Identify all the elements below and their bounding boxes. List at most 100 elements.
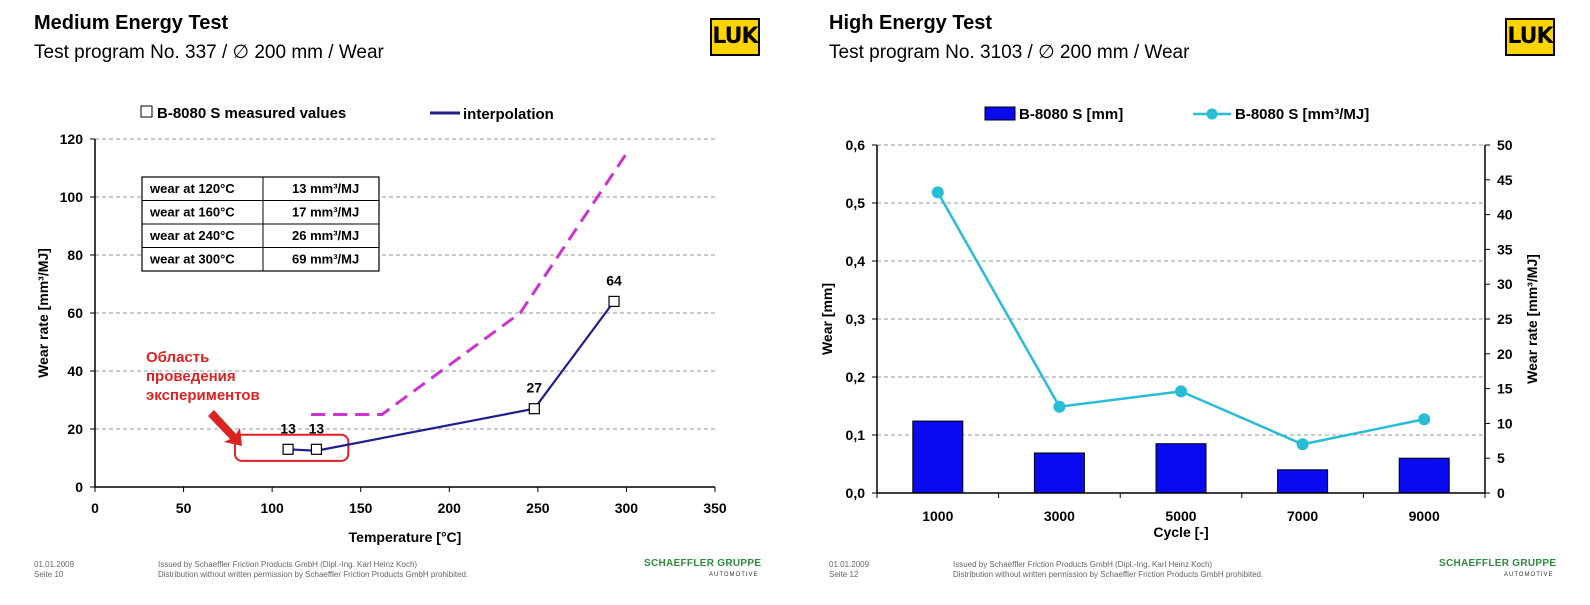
table-cell-value: 13 mm³/MJ — [292, 181, 359, 196]
arrow-icon — [208, 410, 242, 446]
x-tick-label: 350 — [703, 500, 727, 516]
wear-rate-point — [1296, 438, 1309, 451]
y-tick-label: 80 — [67, 247, 83, 263]
y2-tick-label: 40 — [1497, 207, 1513, 223]
data-label: 27 — [527, 380, 543, 396]
experiment-area-box — [233, 433, 350, 462]
x-tick-label: 7000 — [1287, 508, 1318, 524]
data-label: 64 — [606, 272, 622, 288]
y-tick-label: 0,3 — [846, 311, 866, 327]
luk-logo: LUK — [1505, 18, 1555, 56]
footer-page: Seite 10 — [34, 570, 64, 579]
bar — [912, 420, 964, 494]
x-tick-label: 1000 — [922, 508, 953, 524]
y-tick-label: 0,4 — [846, 253, 866, 269]
measured-point — [608, 295, 620, 307]
page-title: Medium Energy Test — [34, 12, 229, 34]
x-tick-label: 200 — [438, 500, 462, 516]
footer-distribution: Distribution without written permission … — [953, 570, 1264, 579]
brand-name: SCHAEFFLER GRUPPE — [1439, 558, 1557, 569]
x-tick-label: 250 — [526, 500, 550, 516]
x-tick-label: 100 — [260, 500, 284, 516]
y2-tick-label: 35 — [1497, 241, 1513, 257]
y-tick-label: 100 — [60, 189, 84, 205]
legend-label-measured: B-8080 S measured values — [157, 105, 346, 122]
legend-marker-bar — [984, 106, 1016, 121]
table-cell-value: 69 mm³/MJ — [292, 252, 359, 267]
data-label: 13 — [309, 420, 325, 436]
measured-point — [282, 443, 294, 455]
y-axis-label: Wear [mm] — [819, 283, 835, 355]
x-tick-label: 50 — [176, 500, 192, 516]
y2-tick-label: 50 — [1497, 137, 1513, 153]
footer-distribution: Distribution without written permission … — [158, 570, 469, 579]
legend-label-bar: B-8080 S [mm] — [1019, 106, 1123, 123]
y-tick-label: 0 — [75, 479, 83, 495]
wear-rate-point — [1418, 413, 1431, 426]
y-tick-label: 60 — [67, 305, 83, 321]
x-tick-label: 3000 — [1044, 508, 1075, 524]
y2-tick-label: 25 — [1497, 311, 1513, 327]
wear-cycle-chart: 0,0 0,1 0,2 0,3 0,4 0,5 0,6 0 5 10 15 20 25 30 35 40 45 5… — [819, 106, 1540, 540]
table-cell-label: wear at 300°C — [149, 252, 235, 267]
y2-axis-label: Wear rate [mm³/MJ] — [1524, 254, 1540, 384]
footer-date: 01.01.2009 — [829, 560, 870, 569]
luk-logo: LUK — [710, 18, 760, 56]
footer-date: 01.01.2009 — [34, 560, 75, 569]
y-tick-label: 0,5 — [846, 195, 866, 211]
bar — [1155, 443, 1207, 494]
page-subtitle: Test program No. 3103 / ∅ 200 mm / Wear — [829, 42, 1190, 63]
x-tick-label: 9000 — [1409, 508, 1440, 524]
y-tick-label: 0,1 — [846, 427, 866, 443]
measured-point — [528, 403, 540, 415]
page-title: High Energy Test — [829, 12, 992, 34]
wear-rate-chart: 0 20 40 60 80 100 120 0 50 100 150 200 250 300 350 Temp… — [35, 105, 727, 545]
dashed-curve — [311, 152, 628, 416]
wear-rate-line — [936, 191, 1425, 446]
wear-rate-point — [931, 186, 944, 199]
data-label: 13 — [280, 420, 296, 436]
x-axis-label: Cycle [-] — [1153, 524, 1208, 540]
wear-rate-point — [1175, 385, 1187, 398]
table-cell-label: wear at 240°C — [149, 228, 235, 243]
page-subtitle: Test program No. 337 / ∅ 200 mm / Wear — [34, 42, 384, 63]
brand-sub: AUTOMOTIVE — [1504, 572, 1554, 578]
y2-tick-label: 45 — [1497, 172, 1513, 188]
y-tick-label: 40 — [67, 363, 83, 379]
bar — [1033, 452, 1085, 494]
x-tick-label: 5000 — [1165, 508, 1196, 524]
footer-issued: Issued by Schaeffler Friction Products G… — [158, 560, 418, 569]
y2-tick-label: 5 — [1497, 450, 1505, 466]
y2-tick-label: 10 — [1497, 415, 1513, 431]
x-axis-label: Temperature [°C] — [349, 529, 462, 545]
brand-sub: AUTOMOTIVE — [709, 572, 759, 578]
wear-rate-point — [1053, 400, 1066, 413]
x-tick-label: 0 — [91, 500, 99, 516]
legend-label-rate: B-8080 S [mm³/MJ] — [1235, 106, 1369, 123]
measured-point — [310, 443, 323, 455]
legend-marker-measured — [140, 105, 153, 118]
medium-energy-panel: Medium Energy Test Test program No. 337 … — [34, 12, 761, 580]
table-cell-label: wear at 120°C — [149, 181, 235, 196]
table-cell-value: 17 mm³/MJ — [292, 205, 359, 220]
footer-date-block: 01.01.2009 Seite 10 — [34, 560, 74, 580]
y2-tick-label: 0 — [1497, 485, 1505, 501]
x-tick-label: 150 — [349, 500, 373, 516]
y-axis-label: Wear rate [mm³/MJ] — [35, 248, 51, 378]
high-energy-panel: High Energy Test Test program No. 3103 /… — [795, 0, 1590, 605]
x-tick-label: 300 — [615, 500, 639, 516]
table-cell-value: 26 mm³/MJ — [292, 228, 359, 243]
bar — [1277, 469, 1329, 494]
legend-label-interpolation: interpolation — [463, 106, 554, 123]
footer-issued: Issued by Schaeffler Friction Products G… — [953, 560, 1213, 569]
y-tick-label: 0,6 — [846, 137, 866, 153]
bar — [1398, 457, 1450, 494]
footer-date-block: 01.01.2009 Seite 12 — [829, 560, 869, 580]
footer-page: Seite 12 — [829, 570, 859, 579]
y2-tick-label: 15 — [1497, 381, 1513, 397]
interpolation-line — [288, 300, 615, 452]
legend-marker-rate — [1206, 108, 1218, 120]
annotation-line: экспериментов — [146, 387, 260, 404]
y-tick-label: 20 — [67, 421, 83, 437]
y2-tick-label: 20 — [1497, 346, 1513, 362]
